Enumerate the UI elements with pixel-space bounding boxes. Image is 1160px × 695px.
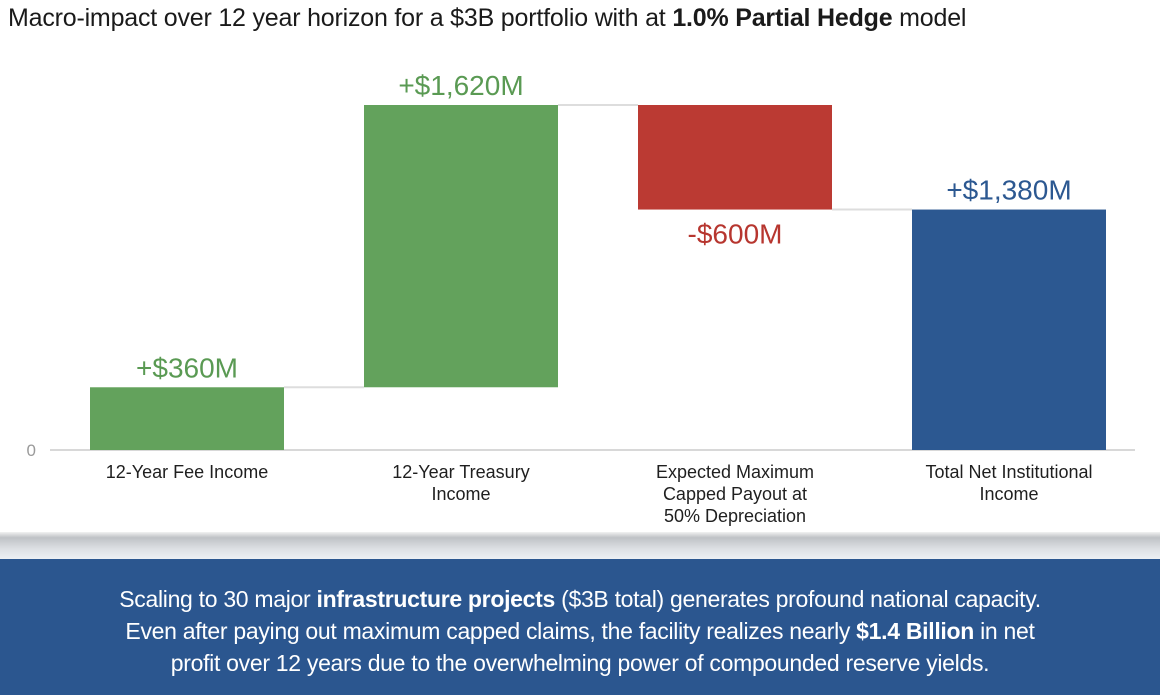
summary-banner: Scaling to 30 major infrastructure proje… (0, 559, 1160, 695)
x-category-label: Income (979, 484, 1038, 504)
bar-3 (638, 105, 832, 210)
bar-1 (90, 387, 284, 450)
divider-band (0, 532, 1160, 560)
title-text: Macro-impact over 12 year horizon for a … (8, 4, 673, 32)
summary-line3: profit over 12 years due to the overwhel… (170, 650, 990, 676)
summary-line1-c: ($3B total) generates profound national … (555, 586, 1041, 612)
bar-4 (912, 209, 1106, 450)
summary-line1-bold: infrastructure projects (316, 586, 556, 612)
summary-line2-bold: $1.4 Billion (856, 618, 974, 644)
data-label: -$600M (688, 219, 783, 250)
data-label: +$1,380M (946, 175, 1071, 206)
y-tick-label: 0 (27, 441, 36, 460)
x-category-label: 12-Year Treasury (392, 462, 529, 482)
x-category-label: Expected Maximum (656, 462, 814, 482)
x-category-label: Total Net Institutional (925, 462, 1092, 482)
x-category-label: 50% Depreciation (664, 506, 806, 526)
x-category-label: 12-Year Fee Income (106, 462, 268, 482)
summary-text: Scaling to 30 major infrastructure proje… (119, 575, 1041, 679)
x-category-label: Capped Payout at (663, 484, 807, 504)
summary-line2-a: Even after paying out maximum capped cla… (125, 618, 857, 644)
summary-line2-c: in net (974, 618, 1035, 644)
bar-2 (364, 105, 558, 388)
title-emphasis: 1.0% Partial Hedge (672, 4, 893, 32)
data-label: +$1,620M (398, 70, 523, 101)
summary-line1-a: Scaling to 30 major (119, 586, 317, 612)
x-category-label: Income (431, 484, 490, 504)
chart-title: Macro-impact over 12 year horizon for a … (8, 4, 966, 33)
title-suffix: model (892, 4, 967, 32)
waterfall-chart: 0 +$360M 12-Year Fee Income +$1,620M 12-Year… (27, 70, 1135, 526)
data-label: +$360M (136, 352, 238, 383)
